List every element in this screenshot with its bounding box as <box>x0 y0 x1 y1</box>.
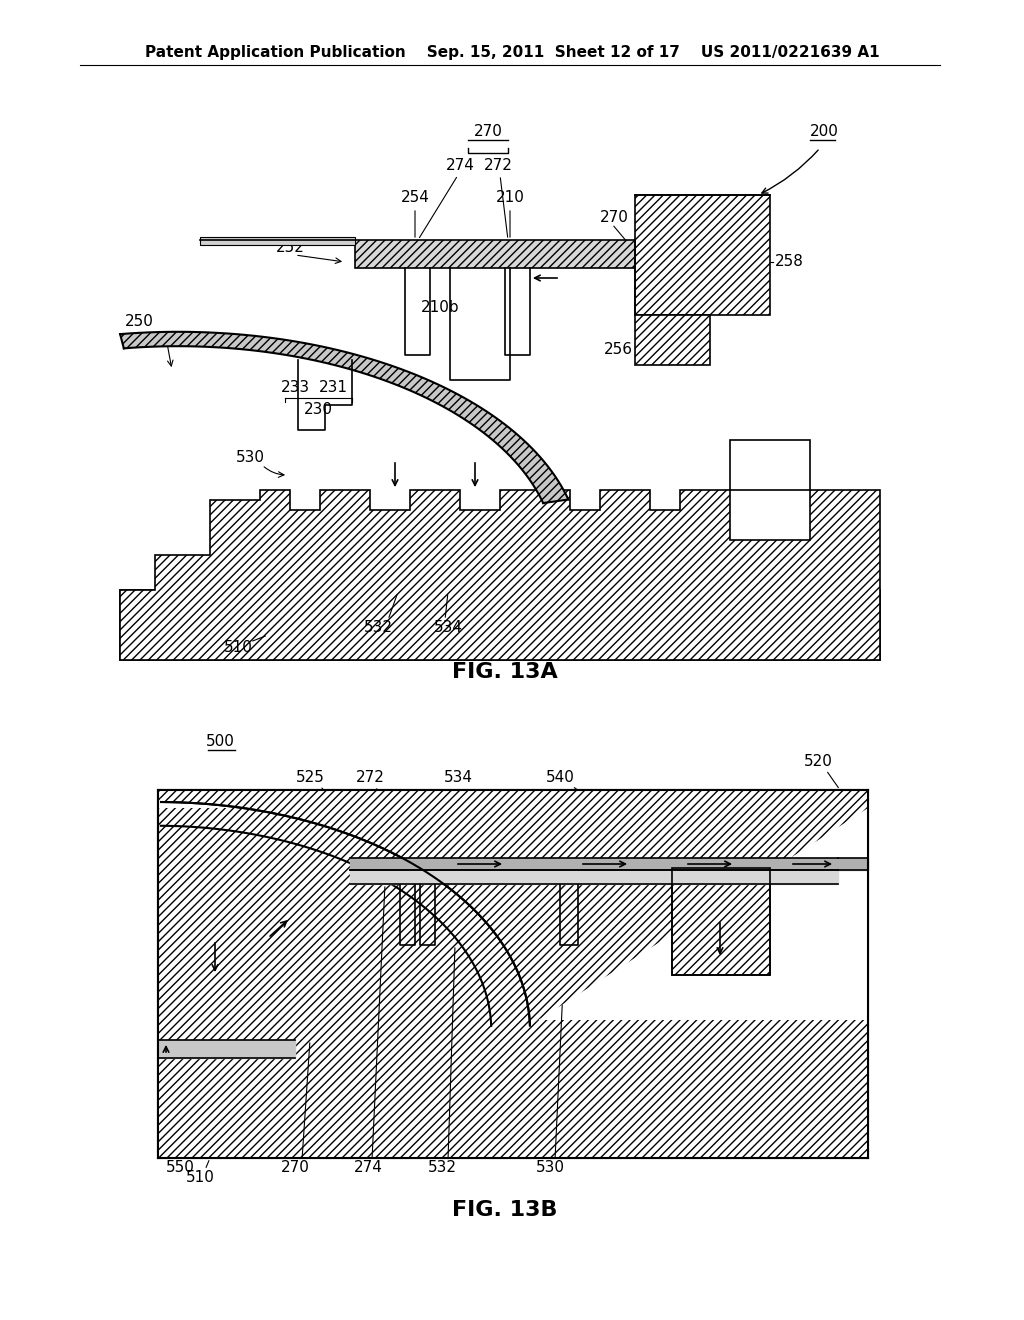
Text: 550: 550 <box>166 1160 195 1176</box>
Text: 510: 510 <box>185 1171 214 1185</box>
Text: 510: 510 <box>223 640 253 656</box>
Text: 500: 500 <box>206 734 234 750</box>
Text: 210b: 210b <box>421 301 460 315</box>
Polygon shape <box>120 490 880 660</box>
Text: 270: 270 <box>473 124 503 140</box>
Text: 534: 534 <box>443 771 472 785</box>
Polygon shape <box>158 789 868 1026</box>
Text: 532: 532 <box>427 1160 457 1176</box>
Bar <box>158 1020 868 1158</box>
Bar <box>158 789 868 1158</box>
Bar <box>730 440 810 490</box>
Text: 532: 532 <box>364 620 392 635</box>
Bar <box>158 1020 868 1158</box>
Text: 272: 272 <box>355 771 384 785</box>
Text: 540: 540 <box>546 771 574 785</box>
Text: 520: 520 <box>804 755 833 770</box>
Text: 534: 534 <box>433 620 463 635</box>
Text: 530: 530 <box>536 1160 564 1176</box>
Bar <box>355 240 635 268</box>
Text: 272: 272 <box>483 157 512 173</box>
Text: 530: 530 <box>236 450 264 466</box>
Bar <box>200 238 355 246</box>
Text: 258: 258 <box>775 255 804 269</box>
Text: 230: 230 <box>303 403 333 417</box>
Text: 270: 270 <box>281 1160 309 1176</box>
Text: 200: 200 <box>810 124 839 140</box>
Bar <box>672 869 770 975</box>
Text: Patent Application Publication    Sep. 15, 2011  Sheet 12 of 17    US 2011/02216: Patent Application Publication Sep. 15, … <box>144 45 880 59</box>
Bar <box>672 869 770 975</box>
Bar <box>120 590 880 660</box>
Bar <box>635 315 710 366</box>
Text: 256: 256 <box>603 342 633 358</box>
Text: 231: 231 <box>318 380 347 396</box>
Text: 210: 210 <box>496 190 524 206</box>
Polygon shape <box>120 331 568 503</box>
Text: 525: 525 <box>296 771 325 785</box>
Text: 274: 274 <box>353 1160 382 1176</box>
Text: 220: 220 <box>643 342 673 358</box>
Text: 250: 250 <box>125 314 154 330</box>
Text: 274: 274 <box>445 157 474 173</box>
Text: 270: 270 <box>600 210 629 226</box>
Text: 233: 233 <box>281 380 309 396</box>
Text: 252: 252 <box>275 240 304 256</box>
Polygon shape <box>158 803 868 1026</box>
Text: 254: 254 <box>400 190 429 206</box>
Text: FIG. 13A: FIG. 13A <box>453 663 558 682</box>
Text: FIG. 13B: FIG. 13B <box>453 1200 558 1220</box>
Bar <box>635 195 770 315</box>
